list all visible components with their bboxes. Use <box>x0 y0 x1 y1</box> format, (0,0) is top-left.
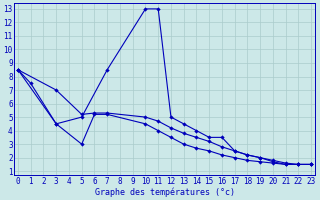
X-axis label: Graphe des températures (°c): Graphe des températures (°c) <box>95 187 235 197</box>
